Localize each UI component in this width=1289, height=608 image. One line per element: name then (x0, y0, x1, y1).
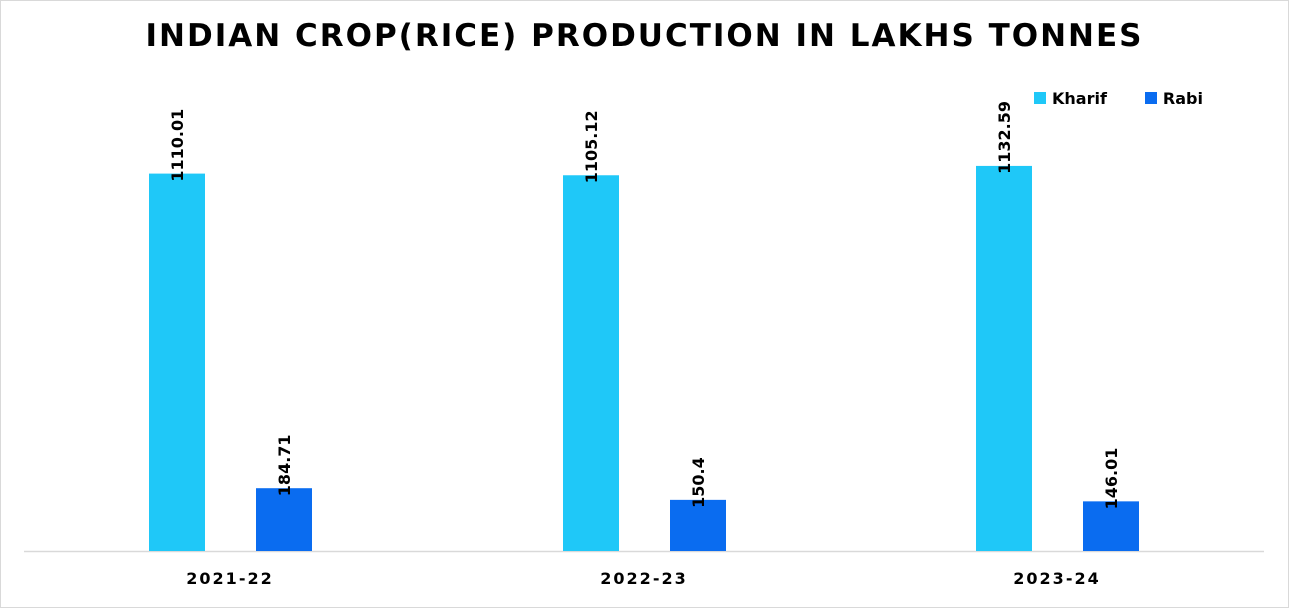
data-label-rabi-2022-23: 150.4 (689, 457, 708, 508)
data-label-kharif-2023-24: 1132.59 (995, 101, 1014, 174)
x-tick-label-2021-22: 2021-22 (186, 569, 273, 588)
x-tick-label-2022-23: 2022-23 (600, 569, 687, 588)
bar-rabi-2021-22 (256, 488, 312, 551)
legend-item-kharif: Kharif (1034, 89, 1107, 108)
legend-swatch-rabi (1144, 92, 1157, 104)
legend-item-rabi: Rabi (1144, 88, 1203, 108)
bar-rabi-2023-24 (1083, 501, 1139, 551)
bar-rabi-2022-23 (670, 499, 726, 551)
bar-kharif-2022-23 (563, 175, 619, 551)
bar-kharif-2021-22 (149, 173, 205, 551)
legend-label-kharif: Kharif (1052, 88, 1107, 108)
bar-kharif-2023-24 (976, 165, 1032, 551)
data-label-rabi-2021-22: 184.71 (275, 434, 294, 496)
data-label-kharif-2021-22: 1110.01 (168, 109, 187, 182)
data-label-kharif-2022-23: 1105.12 (582, 110, 601, 183)
x-tick-label-2023-24: 2023-24 (1013, 569, 1100, 588)
chart-title: INDIAN CROP(RICE) PRODUCTION IN LAKHS TO… (145, 18, 1144, 54)
chart-legend: Kharif Rabi (1034, 88, 1203, 108)
data-label-rabi-2023-24: 146.01 (1102, 448, 1121, 510)
legend-swatch-kharif (1034, 92, 1046, 104)
legend-label-rabi: Rabi (1162, 88, 1203, 108)
